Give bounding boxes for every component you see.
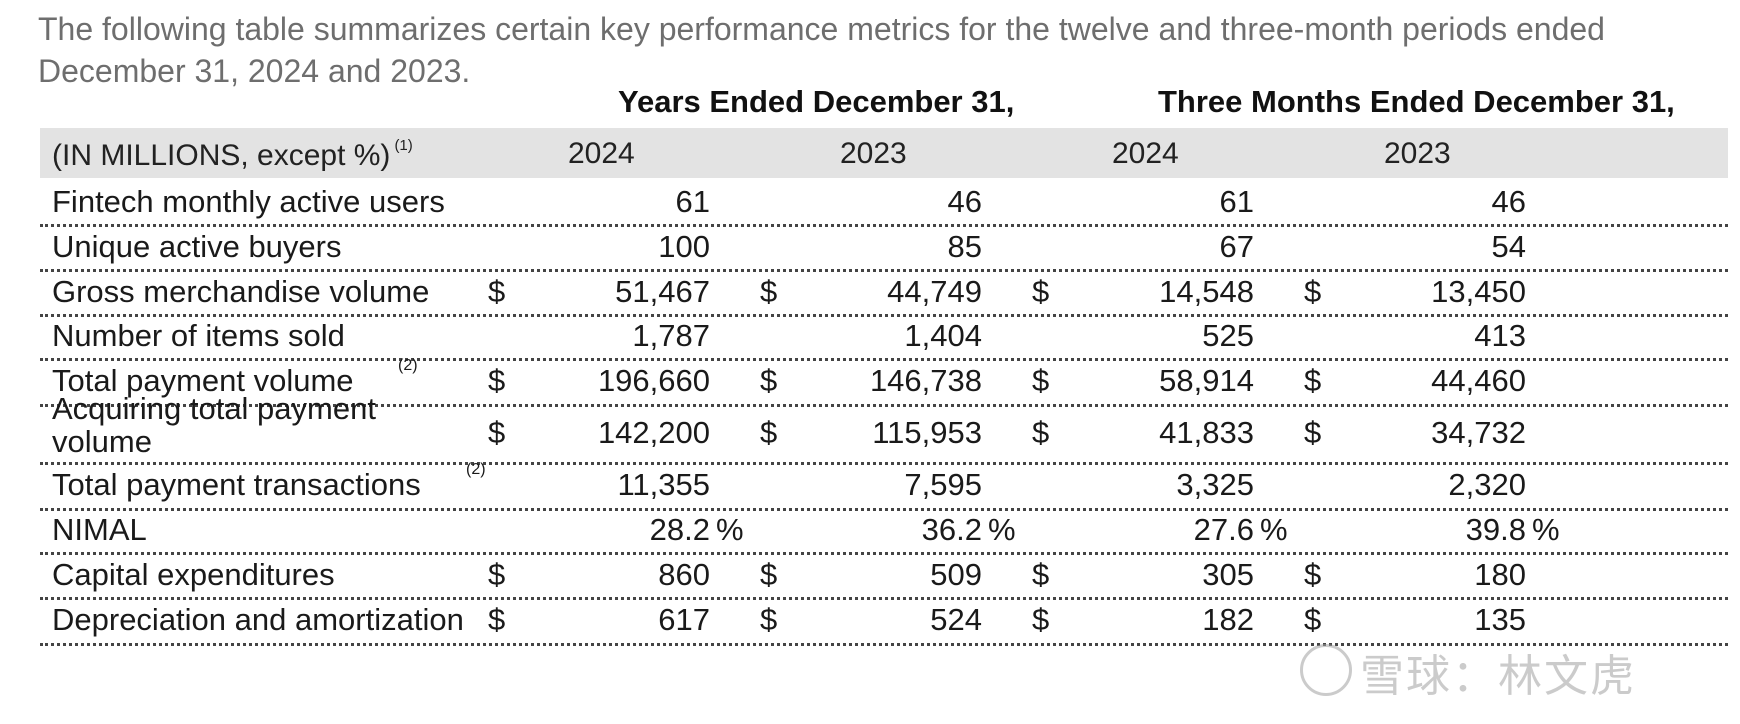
intro-paragraph: The following table summarizes certain k… — [38, 11, 1605, 89]
cell-value: 1,404 — [904, 318, 982, 353]
cell-value: 180 — [1474, 557, 1526, 592]
cell-value: 54 — [1491, 229, 1526, 264]
percent-symbol: % — [716, 512, 744, 547]
watermark-logo-icon — [1300, 644, 1352, 696]
currency-symbol: $ — [1032, 274, 1050, 309]
cell-value: 85 — [947, 229, 982, 264]
cell-value: 524 — [930, 602, 982, 637]
cell-value: 3,325 — [1176, 467, 1254, 502]
row-label: Total payment volume — [52, 363, 354, 398]
cell-value: 46 — [1491, 184, 1526, 219]
cell-value: 135 — [1474, 602, 1526, 637]
table-row: Gross merchandise volume $51,467 $44,749 $1… — [40, 269, 1728, 317]
row-label: NIMAL — [52, 512, 147, 547]
column-header-row: (IN MILLIONS, except %) (1) 2024 2023 202… — [40, 128, 1728, 178]
currency-symbol: $ — [1304, 602, 1322, 637]
cell-value: 509 — [930, 557, 982, 592]
currency-symbol: $ — [1032, 415, 1050, 450]
cell-value: 67 — [1219, 229, 1254, 264]
currency-symbol: $ — [760, 415, 778, 450]
percent-symbol: % — [988, 512, 1016, 547]
column-year-2023: 2023 — [840, 137, 907, 170]
cell-value: 617 — [658, 602, 710, 637]
row-label: Depreciation and amortization — [52, 602, 464, 637]
header-years-ended: Years Ended December 31, — [618, 84, 1015, 119]
row-label: Capital expenditures — [52, 557, 335, 592]
table-row: Total payment transactions (2) 11,355 7,595… — [40, 461, 1728, 511]
column-year-2024-q: 2024 — [1112, 137, 1179, 170]
cell-value: 36.2 — [921, 512, 982, 547]
cell-value: 860 — [658, 557, 710, 592]
cell-value: 142,200 — [597, 415, 710, 450]
currency-symbol: $ — [760, 602, 778, 637]
currency-symbol: $ — [488, 415, 506, 450]
cell-value: 305 — [1202, 557, 1254, 592]
row-footnote: (2) — [398, 357, 418, 374]
cell-value: 1,787 — [632, 318, 710, 353]
cell-value: 61 — [675, 184, 710, 219]
header-three-months-ended: Three Months Ended December 31, — [1158, 84, 1675, 119]
table-row: Number of items sold 1,787 1,404 525 413 — [40, 314, 1728, 361]
percent-symbol: % — [1532, 512, 1560, 547]
cell-value: 115,953 — [872, 415, 982, 450]
cell-value: 28.2 — [649, 512, 710, 547]
row-label: Unique active buyers — [52, 229, 342, 264]
currency-symbol: $ — [760, 363, 778, 398]
currency-symbol: $ — [760, 274, 778, 309]
cell-value: 182 — [1202, 602, 1254, 637]
table-row: Unique active buyers 100 85 67 54 — [40, 224, 1728, 272]
table-row: Capital expenditures $860 $509 $305 $180 — [40, 552, 1728, 600]
currency-symbol: $ — [1032, 602, 1050, 637]
cell-value: 146,738 — [869, 363, 982, 398]
cell-value: 39.8 — [1465, 512, 1526, 547]
table-row: Fintech monthly active users 61 46 61 46 — [40, 180, 1728, 227]
cell-value: 7,595 — [904, 467, 982, 502]
cell-value: 2,320 — [1448, 467, 1526, 502]
currency-symbol: $ — [488, 274, 506, 309]
table-row: Acquiring total payment volume $142,200 $1… — [40, 392, 1728, 465]
column-year-2023-q: 2023 — [1384, 137, 1451, 170]
cell-value: 51,467 — [615, 274, 710, 309]
cell-value: 11,355 — [617, 467, 710, 502]
currency-symbol: $ — [1304, 415, 1322, 450]
table-row: Depreciation and amortization $617 $524 $18… — [40, 597, 1728, 646]
currency-symbol: $ — [488, 363, 506, 398]
cell-value: 34,732 — [1431, 415, 1526, 450]
currency-symbol: $ — [1304, 274, 1322, 309]
currency-symbol: $ — [1032, 363, 1050, 398]
cell-value: 525 — [1202, 318, 1254, 353]
cell-value: 413 — [1474, 318, 1526, 353]
row-label: Fintech monthly active users — [52, 184, 445, 219]
table-row: Total payment volume (2) $196,660 $146,738 $… — [40, 357, 1728, 407]
currency-symbol: $ — [488, 602, 506, 637]
cell-value: 100 — [658, 229, 710, 264]
cell-value: 41,833 — [1159, 415, 1254, 450]
cell-value: 44,749 — [887, 274, 982, 309]
cell-value: 14,548 — [1159, 274, 1254, 309]
cell-value: 44,460 — [1431, 363, 1526, 398]
cell-value: 61 — [1219, 184, 1254, 219]
footnote-1: (1) — [394, 137, 413, 154]
currency-symbol: $ — [760, 557, 778, 592]
currency-symbol: $ — [1032, 557, 1050, 592]
watermark: 雪球：林文虎 — [1360, 652, 1636, 701]
row-label: Acquiring total payment volume — [52, 391, 376, 459]
currency-symbol: $ — [488, 557, 506, 592]
table-row: NIMAL 28.2% 36.2% 27.6% 39.8% — [40, 508, 1728, 555]
cell-value: 27.6 — [1193, 512, 1254, 547]
cell-value: 46 — [947, 184, 982, 219]
row-label: Number of items sold — [52, 318, 345, 353]
cell-value: 196,660 — [597, 363, 710, 398]
currency-symbol: $ — [1304, 363, 1322, 398]
cell-value: 13,450 — [1431, 274, 1526, 309]
row-footnote: (2) — [466, 461, 486, 478]
column-header-label: (IN MILLIONS, except %) (1) — [52, 137, 413, 172]
row-label: Gross merchandise volume — [52, 274, 430, 309]
currency-symbol: $ — [1304, 557, 1322, 592]
row-label: Total payment transactions — [52, 467, 421, 502]
cell-value: 58,914 — [1159, 363, 1254, 398]
percent-symbol: % — [1260, 512, 1288, 547]
column-year-2024: 2024 — [568, 137, 635, 170]
